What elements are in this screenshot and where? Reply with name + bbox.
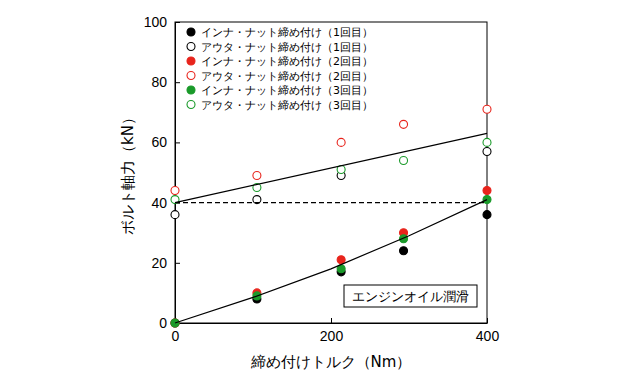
legend-label: インナ・ナット締め付け（1回目） — [201, 26, 373, 39]
legend-marker — [187, 86, 195, 94]
point — [171, 211, 179, 219]
y-tick-label: 0 — [159, 315, 167, 331]
y-tick: 100 — [144, 14, 180, 30]
legend-item: アウタ・ナット締め付け（1回目） — [187, 41, 373, 54]
legend: インナ・ナット締め付け（1回目）アウタ・ナット締め付け（1回目）インナ・ナット締… — [187, 26, 373, 112]
x-tick-label: 400 — [476, 328, 500, 344]
legend-label: アウタ・ナット締め付け（3回目） — [201, 99, 373, 112]
y-tick-label: 80 — [151, 74, 167, 90]
point — [483, 187, 491, 195]
y-tick: 60 — [151, 134, 180, 150]
x-axis-line — [176, 323, 488, 324]
y-tick: 80 — [151, 74, 180, 90]
point — [400, 247, 408, 255]
y-tick-mark — [175, 142, 180, 143]
point — [337, 256, 345, 264]
legend-label: インナ・ナット締め付け（2回目） — [201, 55, 373, 68]
marks — [171, 105, 491, 327]
y-tick-label: 20 — [151, 255, 167, 271]
point — [483, 105, 491, 113]
legend-item: インナ・ナット締め付け（2回目） — [187, 55, 373, 68]
point — [483, 138, 491, 146]
point — [253, 172, 261, 180]
y-axis-title: ボルト軸力（kN） — [119, 110, 137, 235]
y-tick-mark — [175, 263, 180, 264]
plot-frame — [175, 22, 487, 323]
point — [400, 120, 408, 128]
legend-marker — [187, 72, 195, 80]
y-axis-line — [175, 23, 176, 324]
legend-marker — [187, 101, 195, 109]
x-tick-mark — [331, 318, 332, 323]
legend-marker — [187, 43, 195, 51]
trend-line — [175, 133, 487, 202]
plot: 0 200 400 0 20 40 60 80 100 インナ・ナット締め付け（1回目） アウタ・ナ… — [144, 14, 500, 344]
legend-label: アウタ・ナット締め付け（1回目） — [201, 41, 373, 54]
y-tick-label: 40 — [151, 195, 167, 211]
y-tick-mark — [175, 22, 180, 23]
legend-marker — [187, 57, 195, 65]
point — [337, 138, 345, 146]
x-axis-title: 締め付けトルク（Nm） — [250, 353, 412, 371]
legend-item: アウタ・ナット締め付け（2回目） — [187, 70, 373, 83]
annotation-box — [344, 285, 477, 307]
legend-label: アウタ・ナット締め付け（2回目） — [201, 70, 373, 83]
annotation: エンジンオイル潤滑 — [344, 285, 477, 307]
x-tick-label: 200 — [320, 328, 344, 344]
y-tick-mark — [175, 82, 180, 83]
x-tick-mark — [487, 318, 488, 323]
x-axis: 0 200 400 — [172, 318, 500, 344]
point — [483, 147, 491, 155]
y-tick-label: 60 — [151, 134, 167, 150]
x-tick-label: 0 — [172, 328, 180, 344]
x-tick: 400 — [476, 318, 500, 344]
legend-label: インナ・ナット締め付け（3回目） — [201, 84, 373, 97]
point — [483, 211, 491, 219]
x-tick: 200 — [320, 318, 344, 344]
point — [400, 156, 408, 164]
legend-item: インナ・ナット締め付け（1回目） — [187, 26, 373, 39]
reference-line — [175, 202, 487, 203]
y-tick: 20 — [151, 255, 180, 271]
y-tick-label: 100 — [144, 14, 168, 30]
legend-item: アウタ・ナット締め付け（3回目） — [187, 99, 373, 112]
trend-line — [175, 200, 487, 323]
legend-item: インナ・ナット締め付け（3回目） — [187, 84, 373, 97]
y-axis: 0 20 40 60 80 100 — [144, 14, 180, 331]
legend-marker — [187, 28, 195, 36]
chart: 0 200 400 0 20 40 60 80 100 インナ・ナット締め付け（1回目） アウタ・ナ… — [0, 0, 626, 387]
point — [171, 187, 179, 195]
annotation-text: エンジンオイル潤滑 — [352, 289, 469, 304]
